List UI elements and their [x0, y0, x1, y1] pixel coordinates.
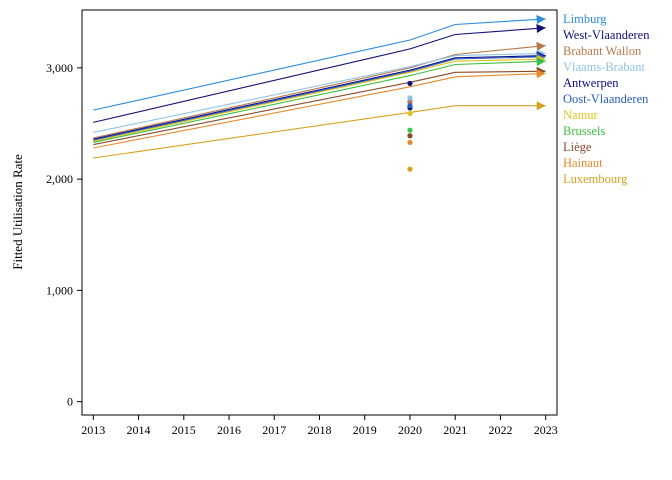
- series-line: [93, 56, 546, 141]
- data-point-2020: [407, 127, 413, 133]
- data-point-2020: [407, 103, 413, 109]
- y-axis-title: Fitted Utilisation Rate: [10, 154, 25, 270]
- series-line: [93, 55, 546, 140]
- legend: Limburg West-Vlaanderen Brabant Wallon Vlaa…: [563, 12, 650, 186]
- legend-entry: Luxembourg: [563, 172, 628, 186]
- data-point-2020: [407, 95, 413, 101]
- series-arrowhead: [536, 57, 546, 66]
- legend-entry: Liège: [563, 140, 592, 154]
- x-tick-label: 2019: [353, 423, 377, 437]
- series-line: [93, 52, 546, 133]
- x-tick-label: 2014: [127, 423, 151, 437]
- series-arrowhead: [536, 15, 546, 24]
- data-point-2020: [407, 110, 413, 117]
- legend-entry: Antwerpen: [563, 76, 619, 90]
- legend-entry: Limburg: [563, 12, 607, 26]
- x-tick-label: 2013: [81, 423, 105, 437]
- series-arrowhead: [536, 24, 546, 33]
- x-tick-label: 2021: [443, 423, 467, 437]
- series-line: [93, 72, 546, 149]
- data-point-2020: [407, 166, 413, 172]
- plot-lines: [93, 15, 546, 159]
- x-tick-label: 2018: [308, 423, 332, 437]
- x-tick-label: 2023: [534, 423, 558, 437]
- data-point-2020: [407, 133, 413, 139]
- plot-points: [407, 80, 413, 172]
- legend-entry: West-Vlaanderen: [563, 28, 650, 42]
- y-tick-label: 3,000: [46, 61, 73, 75]
- legend-entry: Namur: [563, 108, 599, 122]
- legend-entry: Oost-Vlaanderen: [563, 92, 649, 106]
- series-line: [93, 70, 546, 146]
- x-tick-label: 2020: [398, 423, 422, 437]
- series-line: [93, 18, 546, 111]
- series-line: [93, 58, 546, 142]
- legend-entry: Brussels: [563, 124, 606, 138]
- x-tick-label: 2016: [217, 423, 241, 437]
- x-tick-label: 2015: [172, 423, 196, 437]
- y-tick-label: 0: [67, 395, 73, 409]
- series-line: [93, 105, 546, 159]
- data-point-2020: [407, 80, 413, 87]
- data-point-2020: [407, 139, 413, 146]
- legend-entry: Hainaut: [563, 156, 603, 170]
- x-tick-label: 2017: [262, 423, 286, 437]
- legend-entry: Vlaams-Brabant: [563, 60, 645, 74]
- x-tick-label: 2022: [488, 423, 512, 437]
- y-tick-label: 2,000: [46, 172, 73, 186]
- series-line: [93, 60, 546, 143]
- y-tick-label: 1,000: [46, 283, 73, 297]
- series-line: [93, 27, 546, 123]
- series-arrowhead: [536, 42, 546, 51]
- series-arrowhead: [536, 101, 546, 111]
- series-arrowhead: [536, 69, 546, 79]
- legend-entry: Brabant Wallon: [563, 44, 642, 58]
- x-axis: 2013 2014 2015 2016 2017 2018 2019 2020 2021 2022…: [81, 415, 558, 437]
- y-axis: 0 1,000 2,000 3,000: [46, 61, 82, 409]
